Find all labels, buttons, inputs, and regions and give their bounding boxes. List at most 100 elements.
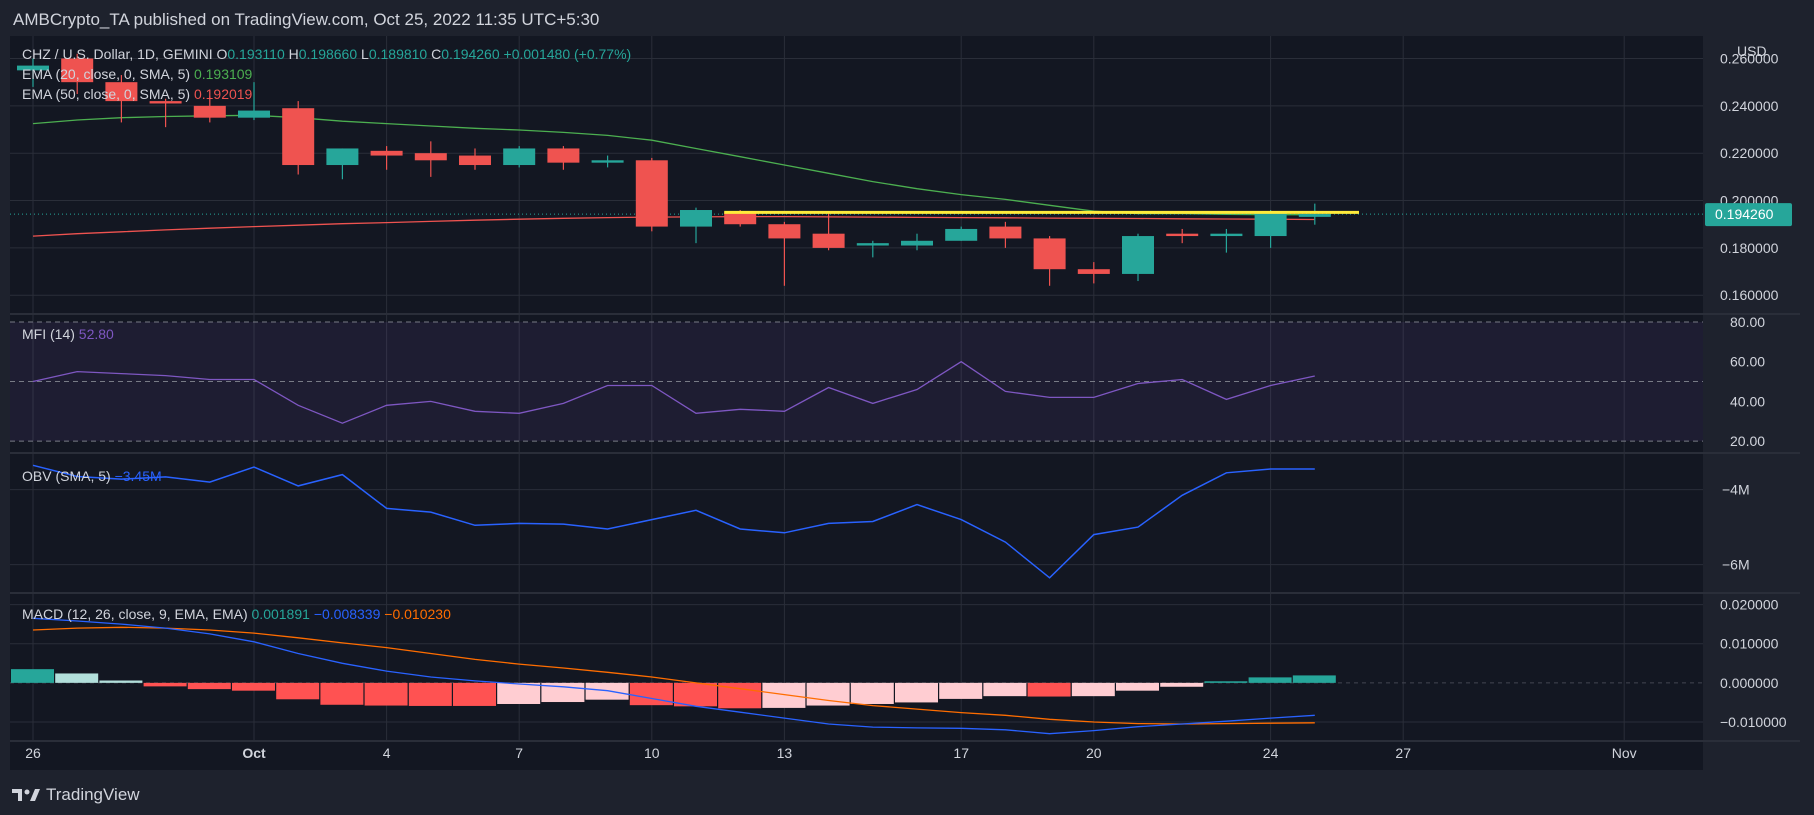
mfi-value: 52.80 xyxy=(79,326,114,342)
price-tick-label: 0.180000 xyxy=(1720,240,1779,256)
macd-signal-line xyxy=(32,626,1315,725)
candle-body xyxy=(1210,233,1243,237)
candle-body xyxy=(1254,212,1287,237)
ema50-name: EMA (50, close, 0, SMA, 5) xyxy=(22,86,194,102)
macd-hist-bar xyxy=(364,682,408,706)
macd-hist-bar xyxy=(453,682,496,706)
price-tick-label: 0.240000 xyxy=(1720,98,1779,114)
time-tick-label: 7 xyxy=(515,745,523,761)
ema50-value: 0.192019 xyxy=(194,86,253,102)
price-tick-label: 0.160000 xyxy=(1720,287,1779,303)
tradingview-logo-icon xyxy=(12,789,40,801)
ema50-line xyxy=(32,215,1315,237)
candle-body xyxy=(1077,269,1110,274)
change-value: +0.001480 (+0.77%) xyxy=(500,46,632,62)
tradingview-logo[interactable]: TradingView xyxy=(12,785,140,805)
macd-hist-bar xyxy=(320,682,364,705)
candle-body xyxy=(61,58,94,83)
macd-tick-label: 0.000000 xyxy=(1720,675,1779,691)
macd-hist-bar xyxy=(99,680,143,683)
candle-body xyxy=(945,228,978,241)
time-tick-label: 4 xyxy=(383,745,391,761)
macd-hist-bar xyxy=(939,682,983,699)
candle-body xyxy=(1122,236,1154,274)
macd-hist-bar xyxy=(629,682,673,706)
macd-hist-bar xyxy=(408,682,452,706)
candle-body xyxy=(989,226,1022,239)
footer: TradingView xyxy=(0,775,1814,815)
candle-body xyxy=(17,65,49,71)
price-pane xyxy=(10,36,1703,313)
obv-tick-label: −6M xyxy=(1722,557,1750,573)
last-price-label: 0.194260 xyxy=(1715,206,1774,222)
macd-value: −0.008339 xyxy=(314,606,381,622)
time-tick-label: 10 xyxy=(644,745,660,761)
candle-body xyxy=(680,210,712,227)
price-tick-label: 0.220000 xyxy=(1720,145,1779,161)
ema20-legend: EMA (20, close, 0, SMA, 5) 0.193109 xyxy=(22,66,253,82)
macd-hist-value: 0.001891 xyxy=(252,606,311,622)
obv-value: −3.45M xyxy=(115,468,162,484)
macd-hist-bar xyxy=(983,682,1027,697)
macd-hist-bar xyxy=(1160,682,1204,687)
time-tick-label: 26 xyxy=(25,745,41,761)
close-value: 0.194260 xyxy=(441,46,500,62)
candle-body xyxy=(591,160,624,163)
candle-body xyxy=(1298,214,1331,217)
macd-line xyxy=(32,617,1315,735)
macd-hist-bar xyxy=(1248,677,1292,683)
mfi-tick-label: 20.00 xyxy=(1730,433,1765,449)
candle-body xyxy=(326,148,359,166)
mfi-tick-label: 80.00 xyxy=(1730,314,1765,330)
obv-tick-label: −4M xyxy=(1722,482,1750,498)
macd-hist-bar xyxy=(806,682,850,706)
macd-hist-bar xyxy=(11,669,54,683)
macd-legend: MACD (12, 26, close, 9, EMA, EMA) 0.0018… xyxy=(22,606,451,622)
chart: 0.2600000.2400000.2200000.2000000.180000… xyxy=(10,36,1800,770)
macd-tick-label: 0.020000 xyxy=(1720,597,1779,613)
candle-body xyxy=(459,155,491,166)
candle-body xyxy=(370,150,403,156)
candle-body xyxy=(768,224,801,239)
macd-hist-bar xyxy=(674,682,717,707)
mfi-tick-label: 60.00 xyxy=(1730,354,1765,370)
candle-body xyxy=(812,233,845,248)
mfi-legend: MFI (14) 52.80 xyxy=(22,326,114,342)
macd-hist-bar xyxy=(55,673,99,683)
obv-line xyxy=(32,464,1315,579)
macd-name: MACD (12, 26, close, 9, EMA, EMA) xyxy=(22,606,252,622)
time-tick-label: Nov xyxy=(1612,745,1637,761)
candle-body xyxy=(193,105,226,118)
macd-hist-bar xyxy=(232,682,275,691)
macd-hist-bar xyxy=(143,682,187,687)
macd-signal-value: −0.010230 xyxy=(384,606,451,622)
obv-pane xyxy=(10,454,1703,592)
time-tick-label: 20 xyxy=(1086,745,1102,761)
macd-hist-bar xyxy=(187,682,231,690)
time-tick-label: 17 xyxy=(953,745,969,761)
candle-body xyxy=(1033,238,1066,270)
macd-pane xyxy=(10,594,1703,740)
price-tick-label: 0.260000 xyxy=(1720,50,1779,66)
macd-hist-bar xyxy=(895,682,938,703)
mfi-line xyxy=(32,360,1315,424)
candle-body xyxy=(282,108,315,166)
symbol-name: CHZ / U.S. Dollar, 1D, GEMINI O xyxy=(22,46,227,62)
low-value: 0.189810 xyxy=(369,46,428,62)
tradingview-brand: TradingView xyxy=(46,785,140,804)
macd-hist-bar xyxy=(1116,682,1159,691)
high-key: H xyxy=(285,46,299,62)
candle-body xyxy=(414,153,447,161)
macd-hist-bar xyxy=(1071,682,1115,697)
candle-body xyxy=(635,160,668,227)
macd-hist-bar xyxy=(1292,675,1336,683)
high-value: 0.198660 xyxy=(299,46,358,62)
candle-body xyxy=(503,148,536,166)
symbol-legend: CHZ / U.S. Dollar, 1D, GEMINI O0.193110 … xyxy=(22,46,631,62)
time-tick-label: 27 xyxy=(1395,745,1411,761)
candle-body xyxy=(149,101,182,104)
time-axis-area xyxy=(10,740,1703,770)
macd-tick-label: 0.010000 xyxy=(1720,636,1779,652)
macd-hist-bar xyxy=(1027,682,1071,697)
publisher-text: AMBCrypto_TA published on TradingView.co… xyxy=(13,10,600,29)
